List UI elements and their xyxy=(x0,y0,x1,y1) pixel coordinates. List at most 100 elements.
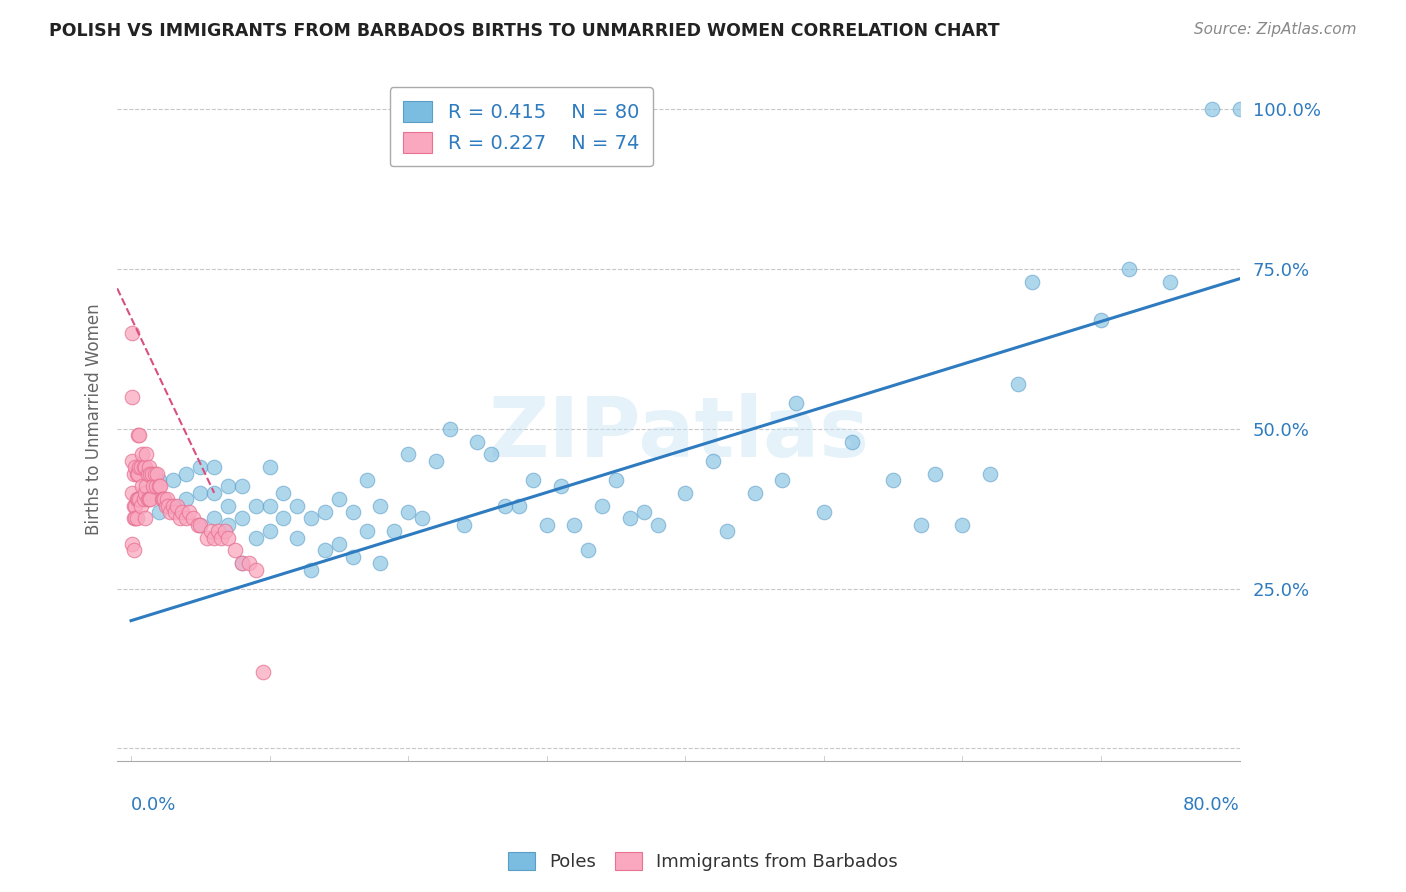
Point xyxy=(576,543,599,558)
Point xyxy=(716,524,738,539)
Point xyxy=(179,505,201,519)
Point xyxy=(176,511,198,525)
Point xyxy=(157,499,180,513)
Point xyxy=(231,556,253,570)
Point xyxy=(217,531,239,545)
Point xyxy=(467,434,489,449)
Point xyxy=(453,517,475,532)
Point xyxy=(950,517,973,532)
Point xyxy=(214,524,236,539)
Point xyxy=(155,499,177,513)
Point xyxy=(121,454,143,468)
Point xyxy=(134,511,156,525)
Point xyxy=(508,499,530,513)
Point xyxy=(813,505,835,519)
Point xyxy=(231,511,253,525)
Point xyxy=(924,467,946,481)
Point xyxy=(356,524,378,539)
Point xyxy=(148,505,170,519)
Point xyxy=(785,396,807,410)
Point xyxy=(138,460,160,475)
Point xyxy=(121,390,143,404)
Point xyxy=(439,422,461,436)
Point xyxy=(202,511,225,525)
Point xyxy=(162,499,184,513)
Point xyxy=(202,460,225,475)
Point xyxy=(217,499,239,513)
Point xyxy=(135,479,157,493)
Point xyxy=(121,537,143,551)
Point xyxy=(139,467,162,481)
Point xyxy=(1118,262,1140,277)
Point xyxy=(259,524,281,539)
Point xyxy=(207,524,229,539)
Text: POLISH VS IMMIGRANTS FROM BARBADOS BIRTHS TO UNMARRIED WOMEN CORRELATION CHART: POLISH VS IMMIGRANTS FROM BARBADOS BIRTH… xyxy=(49,22,1000,40)
Point xyxy=(122,511,145,525)
Legend: R = 0.415    N = 80, R = 0.227    N = 74: R = 0.415 N = 80, R = 0.227 N = 74 xyxy=(389,87,652,167)
Point xyxy=(591,499,613,513)
Point xyxy=(176,467,198,481)
Point xyxy=(125,511,148,525)
Point xyxy=(314,505,336,519)
Point xyxy=(124,460,146,475)
Point xyxy=(238,556,260,570)
Point xyxy=(356,473,378,487)
Point xyxy=(217,517,239,532)
Point xyxy=(127,428,149,442)
Text: ZIPatlas: ZIPatlas xyxy=(488,392,869,474)
Point xyxy=(150,492,173,507)
Text: 80.0%: 80.0% xyxy=(1182,797,1240,814)
Point xyxy=(673,486,696,500)
Point xyxy=(125,492,148,507)
Point xyxy=(1159,275,1181,289)
Point xyxy=(479,448,502,462)
Point xyxy=(121,486,143,500)
Point xyxy=(245,562,267,576)
Point xyxy=(129,460,152,475)
Y-axis label: Births to Unmarried Women: Births to Unmarried Women xyxy=(86,303,103,535)
Point xyxy=(550,479,572,493)
Point xyxy=(1021,275,1043,289)
Point xyxy=(1090,313,1112,327)
Point xyxy=(162,499,184,513)
Point xyxy=(605,473,627,487)
Point xyxy=(134,460,156,475)
Point xyxy=(153,492,176,507)
Point xyxy=(128,428,150,442)
Text: Source: ZipAtlas.com: Source: ZipAtlas.com xyxy=(1194,22,1357,37)
Point xyxy=(166,499,188,513)
Point xyxy=(131,479,153,493)
Point xyxy=(299,562,322,576)
Point xyxy=(188,517,211,532)
Point xyxy=(342,505,364,519)
Point xyxy=(124,511,146,525)
Point xyxy=(135,448,157,462)
Point xyxy=(217,479,239,493)
Point xyxy=(770,473,793,487)
Point xyxy=(882,473,904,487)
Point xyxy=(231,556,253,570)
Point xyxy=(328,492,350,507)
Point xyxy=(124,499,146,513)
Point xyxy=(231,479,253,493)
Point xyxy=(314,543,336,558)
Point xyxy=(162,473,184,487)
Text: 0.0%: 0.0% xyxy=(131,797,176,814)
Point xyxy=(259,460,281,475)
Point xyxy=(183,511,205,525)
Point xyxy=(273,486,295,500)
Point xyxy=(299,511,322,525)
Point xyxy=(328,537,350,551)
Point xyxy=(127,492,149,507)
Point xyxy=(143,467,166,481)
Point xyxy=(202,486,225,500)
Point xyxy=(122,499,145,513)
Point xyxy=(411,511,433,525)
Point xyxy=(122,543,145,558)
Point xyxy=(494,499,516,513)
Point xyxy=(285,531,308,545)
Point xyxy=(129,499,152,513)
Point xyxy=(396,448,419,462)
Point xyxy=(165,505,187,519)
Point xyxy=(744,486,766,500)
